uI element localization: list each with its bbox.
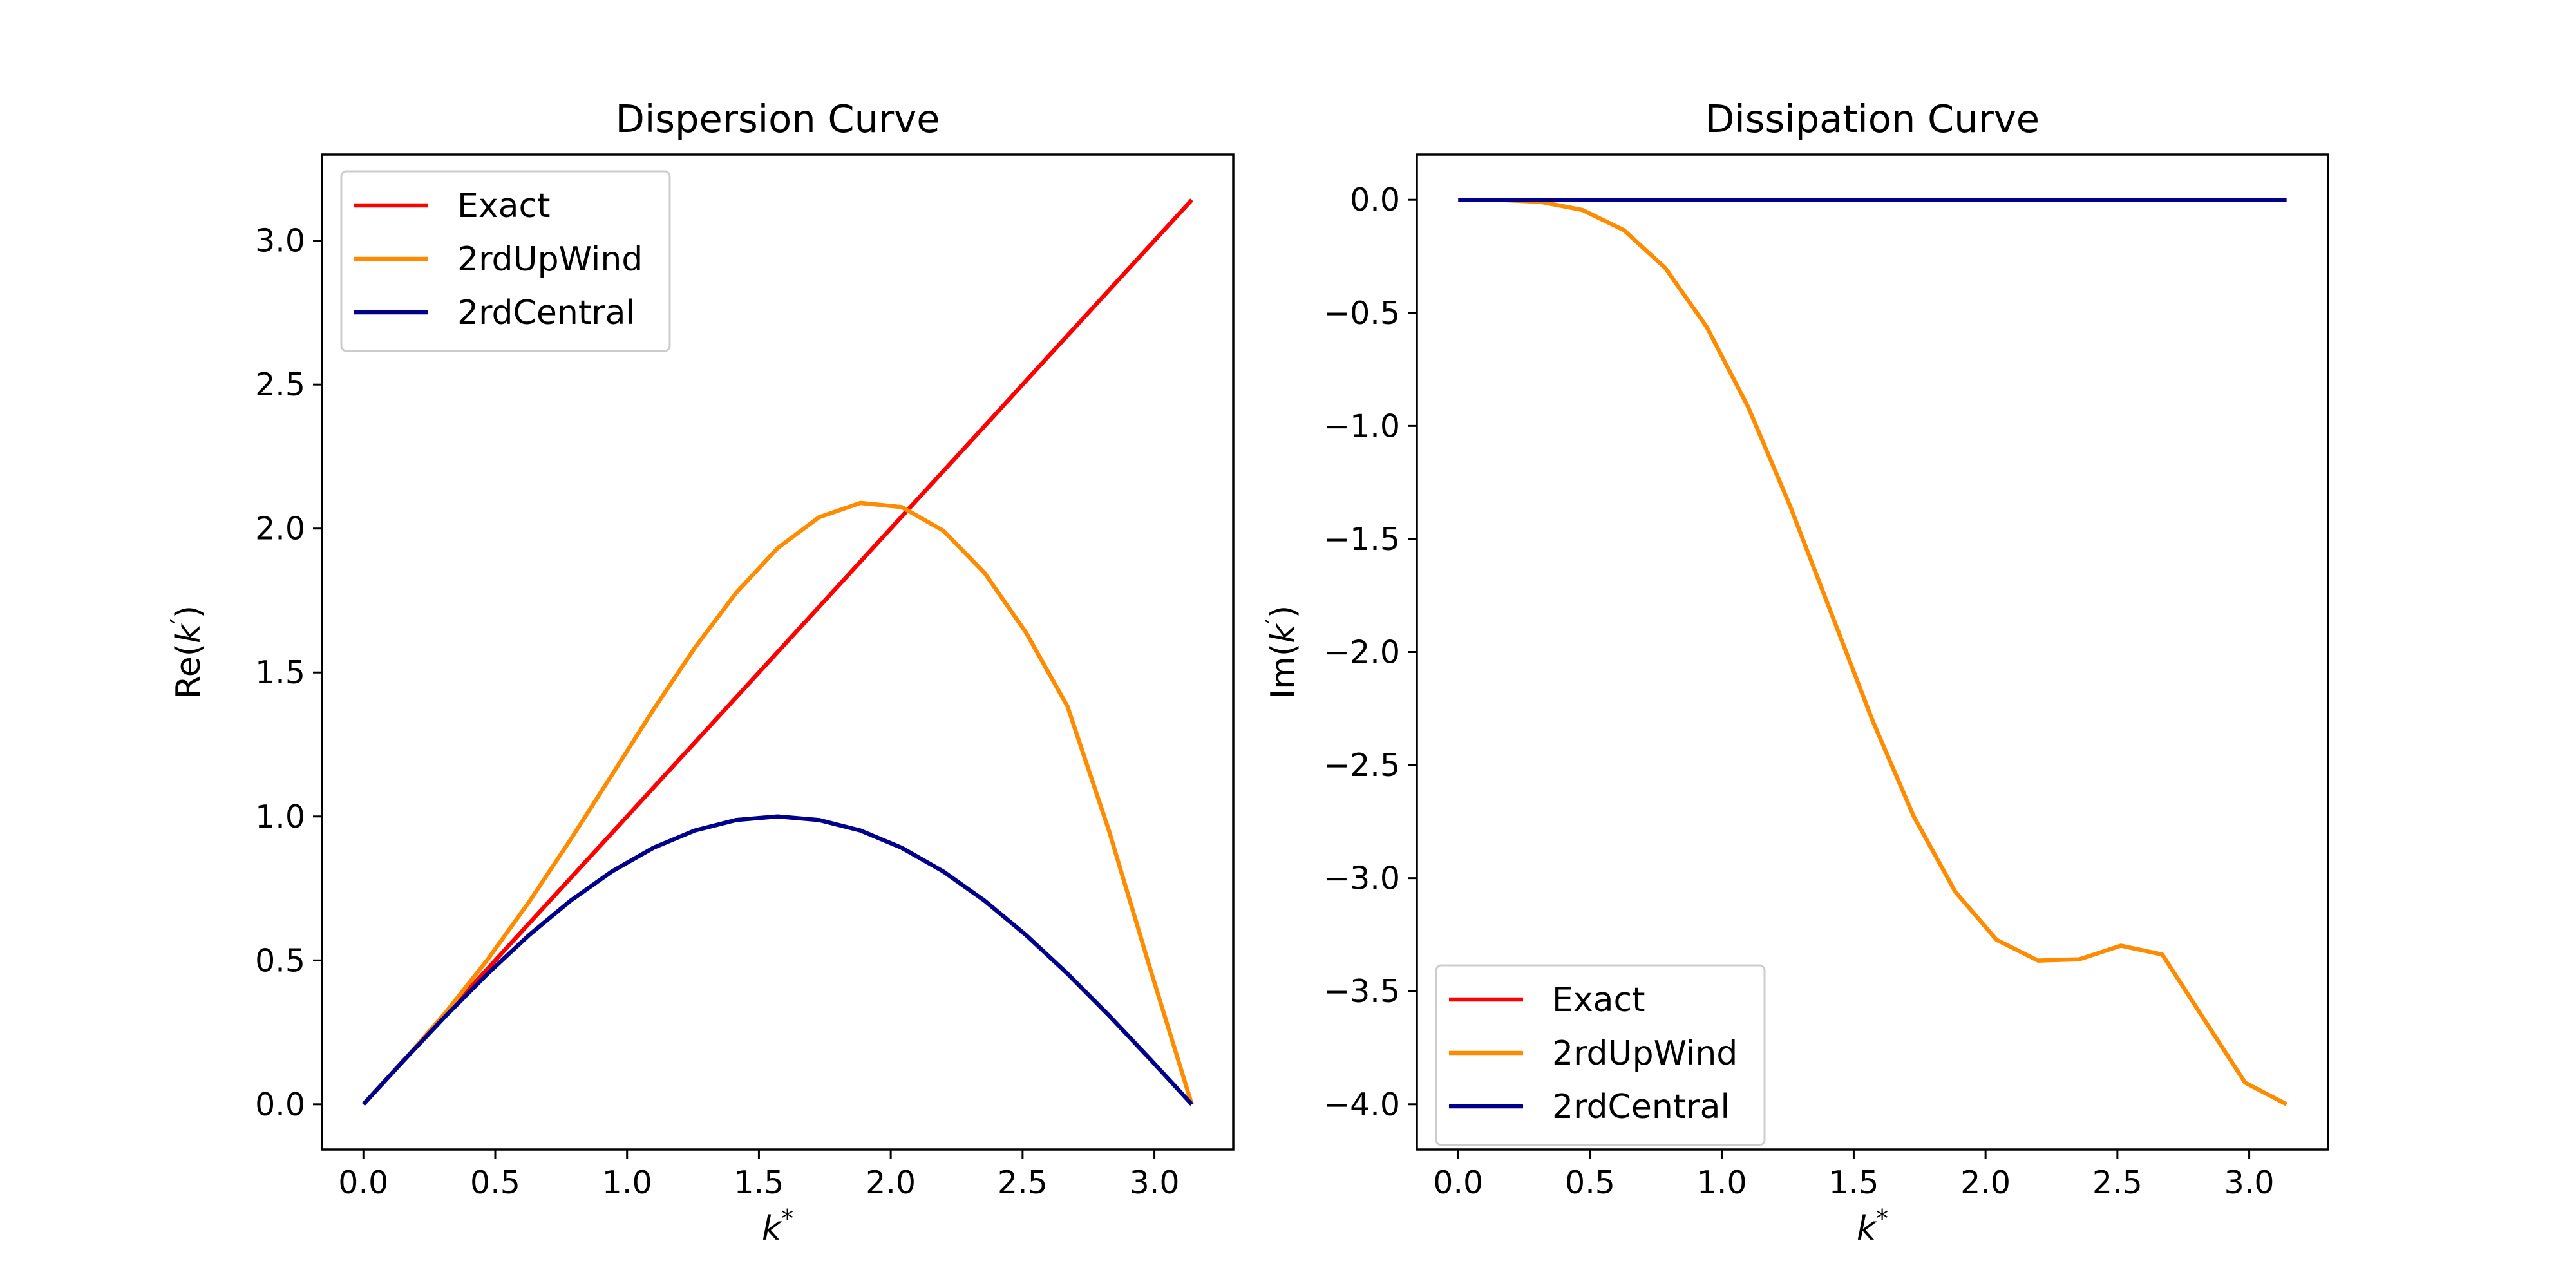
legend-label: 2rdCentral bbox=[457, 294, 635, 332]
series-line-2rdcentral bbox=[361, 814, 1193, 1106]
legend-label: 2rdCentral bbox=[1552, 1088, 1730, 1126]
chart-panel-2: 0.0 0.5 1.0 1.5 2.0 2.5 3.0 0.0 −0.5 −1.0 −1.5 −2.0… bbox=[1260, 97, 2329, 1248]
legend-label: Exact bbox=[1552, 981, 1645, 1019]
y-tick-label: 1.5 bbox=[255, 654, 305, 691]
y-tick-label: −2.0 bbox=[1323, 634, 1400, 671]
y-axis-label-suffix: ) bbox=[169, 605, 208, 618]
x-tick-label: 0.0 bbox=[338, 1164, 388, 1201]
x-tick-label: 1.5 bbox=[1828, 1164, 1879, 1201]
legend-label: 2rdUpWind bbox=[457, 240, 643, 279]
y-tick-label: −1.0 bbox=[1323, 408, 1400, 444]
x-axis-label-sup: * bbox=[1876, 1204, 1888, 1233]
legend-box bbox=[340, 170, 671, 352]
y-tick-label: −2.5 bbox=[1323, 747, 1400, 784]
x-axis-label: k* bbox=[762, 1204, 793, 1248]
y-tick-label: −0.5 bbox=[1323, 295, 1400, 332]
y-axis-label-sup: ′ bbox=[166, 618, 194, 624]
x-tick-label: 0.5 bbox=[470, 1164, 520, 1201]
x-tick-label: 1.0 bbox=[602, 1164, 652, 1201]
chart-panel-1: 0.0 0.5 1.0 1.5 2.0 2.5 3.0 0.0 0.5 1.0 1.5 2.0 2.5 3… bbox=[166, 97, 1235, 1248]
y-tick-label: 0.5 bbox=[255, 942, 305, 979]
plot-frame bbox=[321, 153, 1235, 1151]
x-tick-label: 2.5 bbox=[998, 1164, 1048, 1201]
x-tick-label: 0.0 bbox=[1433, 1164, 1483, 1201]
y-axis-label-var: k bbox=[1264, 623, 1303, 643]
y-tick-label: 1.0 bbox=[255, 799, 305, 835]
series-lines bbox=[1458, 197, 2288, 1106]
y-axis-label-suffix: ) bbox=[1264, 605, 1303, 618]
x-tick-label: 0.5 bbox=[1565, 1164, 1615, 1201]
y-tick-label: −1.5 bbox=[1323, 521, 1400, 558]
series-line-exact bbox=[361, 198, 1193, 1106]
y-axis-label-prefix: Im( bbox=[1264, 643, 1303, 699]
series-line-2rdupwind bbox=[1458, 197, 2288, 1106]
y-tick-label: 2.0 bbox=[255, 511, 305, 547]
x-tick-label: 3.0 bbox=[1130, 1164, 1180, 1201]
legend: Exact 2rdUpWind 2rdCentral bbox=[1435, 964, 1766, 1146]
y-axis-label-var: k bbox=[169, 623, 208, 643]
y-axis-label: Re(k′) bbox=[166, 605, 208, 699]
x-tick-label: 1.0 bbox=[1697, 1164, 1747, 1201]
legend-box bbox=[1435, 964, 1766, 1146]
y-axis-label: Im(k′) bbox=[1260, 605, 1303, 699]
legend: Exact 2rdUpWind 2rdCentral bbox=[340, 170, 671, 352]
chart-title: Dispersion Curve bbox=[615, 97, 940, 141]
x-tick-label: 3.0 bbox=[2224, 1164, 2275, 1201]
chart-title: Dissipation Curve bbox=[1705, 97, 2040, 141]
y-tick-label: 3.0 bbox=[255, 223, 305, 260]
x-axis-label: k* bbox=[1857, 1204, 1888, 1248]
y-tick-label: 0.0 bbox=[255, 1086, 305, 1123]
series-lines bbox=[361, 198, 1194, 1106]
y-tick-label: −3.0 bbox=[1323, 860, 1400, 897]
y-tick-label: 0.0 bbox=[1350, 182, 1400, 218]
x-tick-label: 2.0 bbox=[1960, 1164, 2011, 1201]
legend-label: Exact bbox=[457, 187, 550, 225]
y-tick-label: −3.5 bbox=[1323, 973, 1400, 1010]
x-tick-label: 2.0 bbox=[866, 1164, 916, 1201]
x-axis-label-sup: * bbox=[781, 1204, 793, 1233]
x-tick-label: 1.5 bbox=[734, 1164, 784, 1201]
series-line-2rdupwind bbox=[361, 500, 1194, 1106]
y-axis-label-sup: ′ bbox=[1260, 618, 1289, 624]
x-axis-label-var: k bbox=[762, 1209, 782, 1248]
y-axis-label-prefix: Re( bbox=[169, 643, 208, 699]
y-tick-label: −4.0 bbox=[1323, 1086, 1400, 1123]
panels: 0.0 0.5 1.0 1.5 2.0 2.5 3.0 0.0 0.5 1.0 1.5 2.0 2.5 3… bbox=[166, 97, 2329, 1248]
legend-label: 2rdUpWind bbox=[1552, 1034, 1738, 1073]
y-tick-label: 2.5 bbox=[255, 366, 305, 403]
x-tick-label: 2.5 bbox=[2092, 1164, 2143, 1201]
x-axis-label-var: k bbox=[1857, 1209, 1877, 1248]
